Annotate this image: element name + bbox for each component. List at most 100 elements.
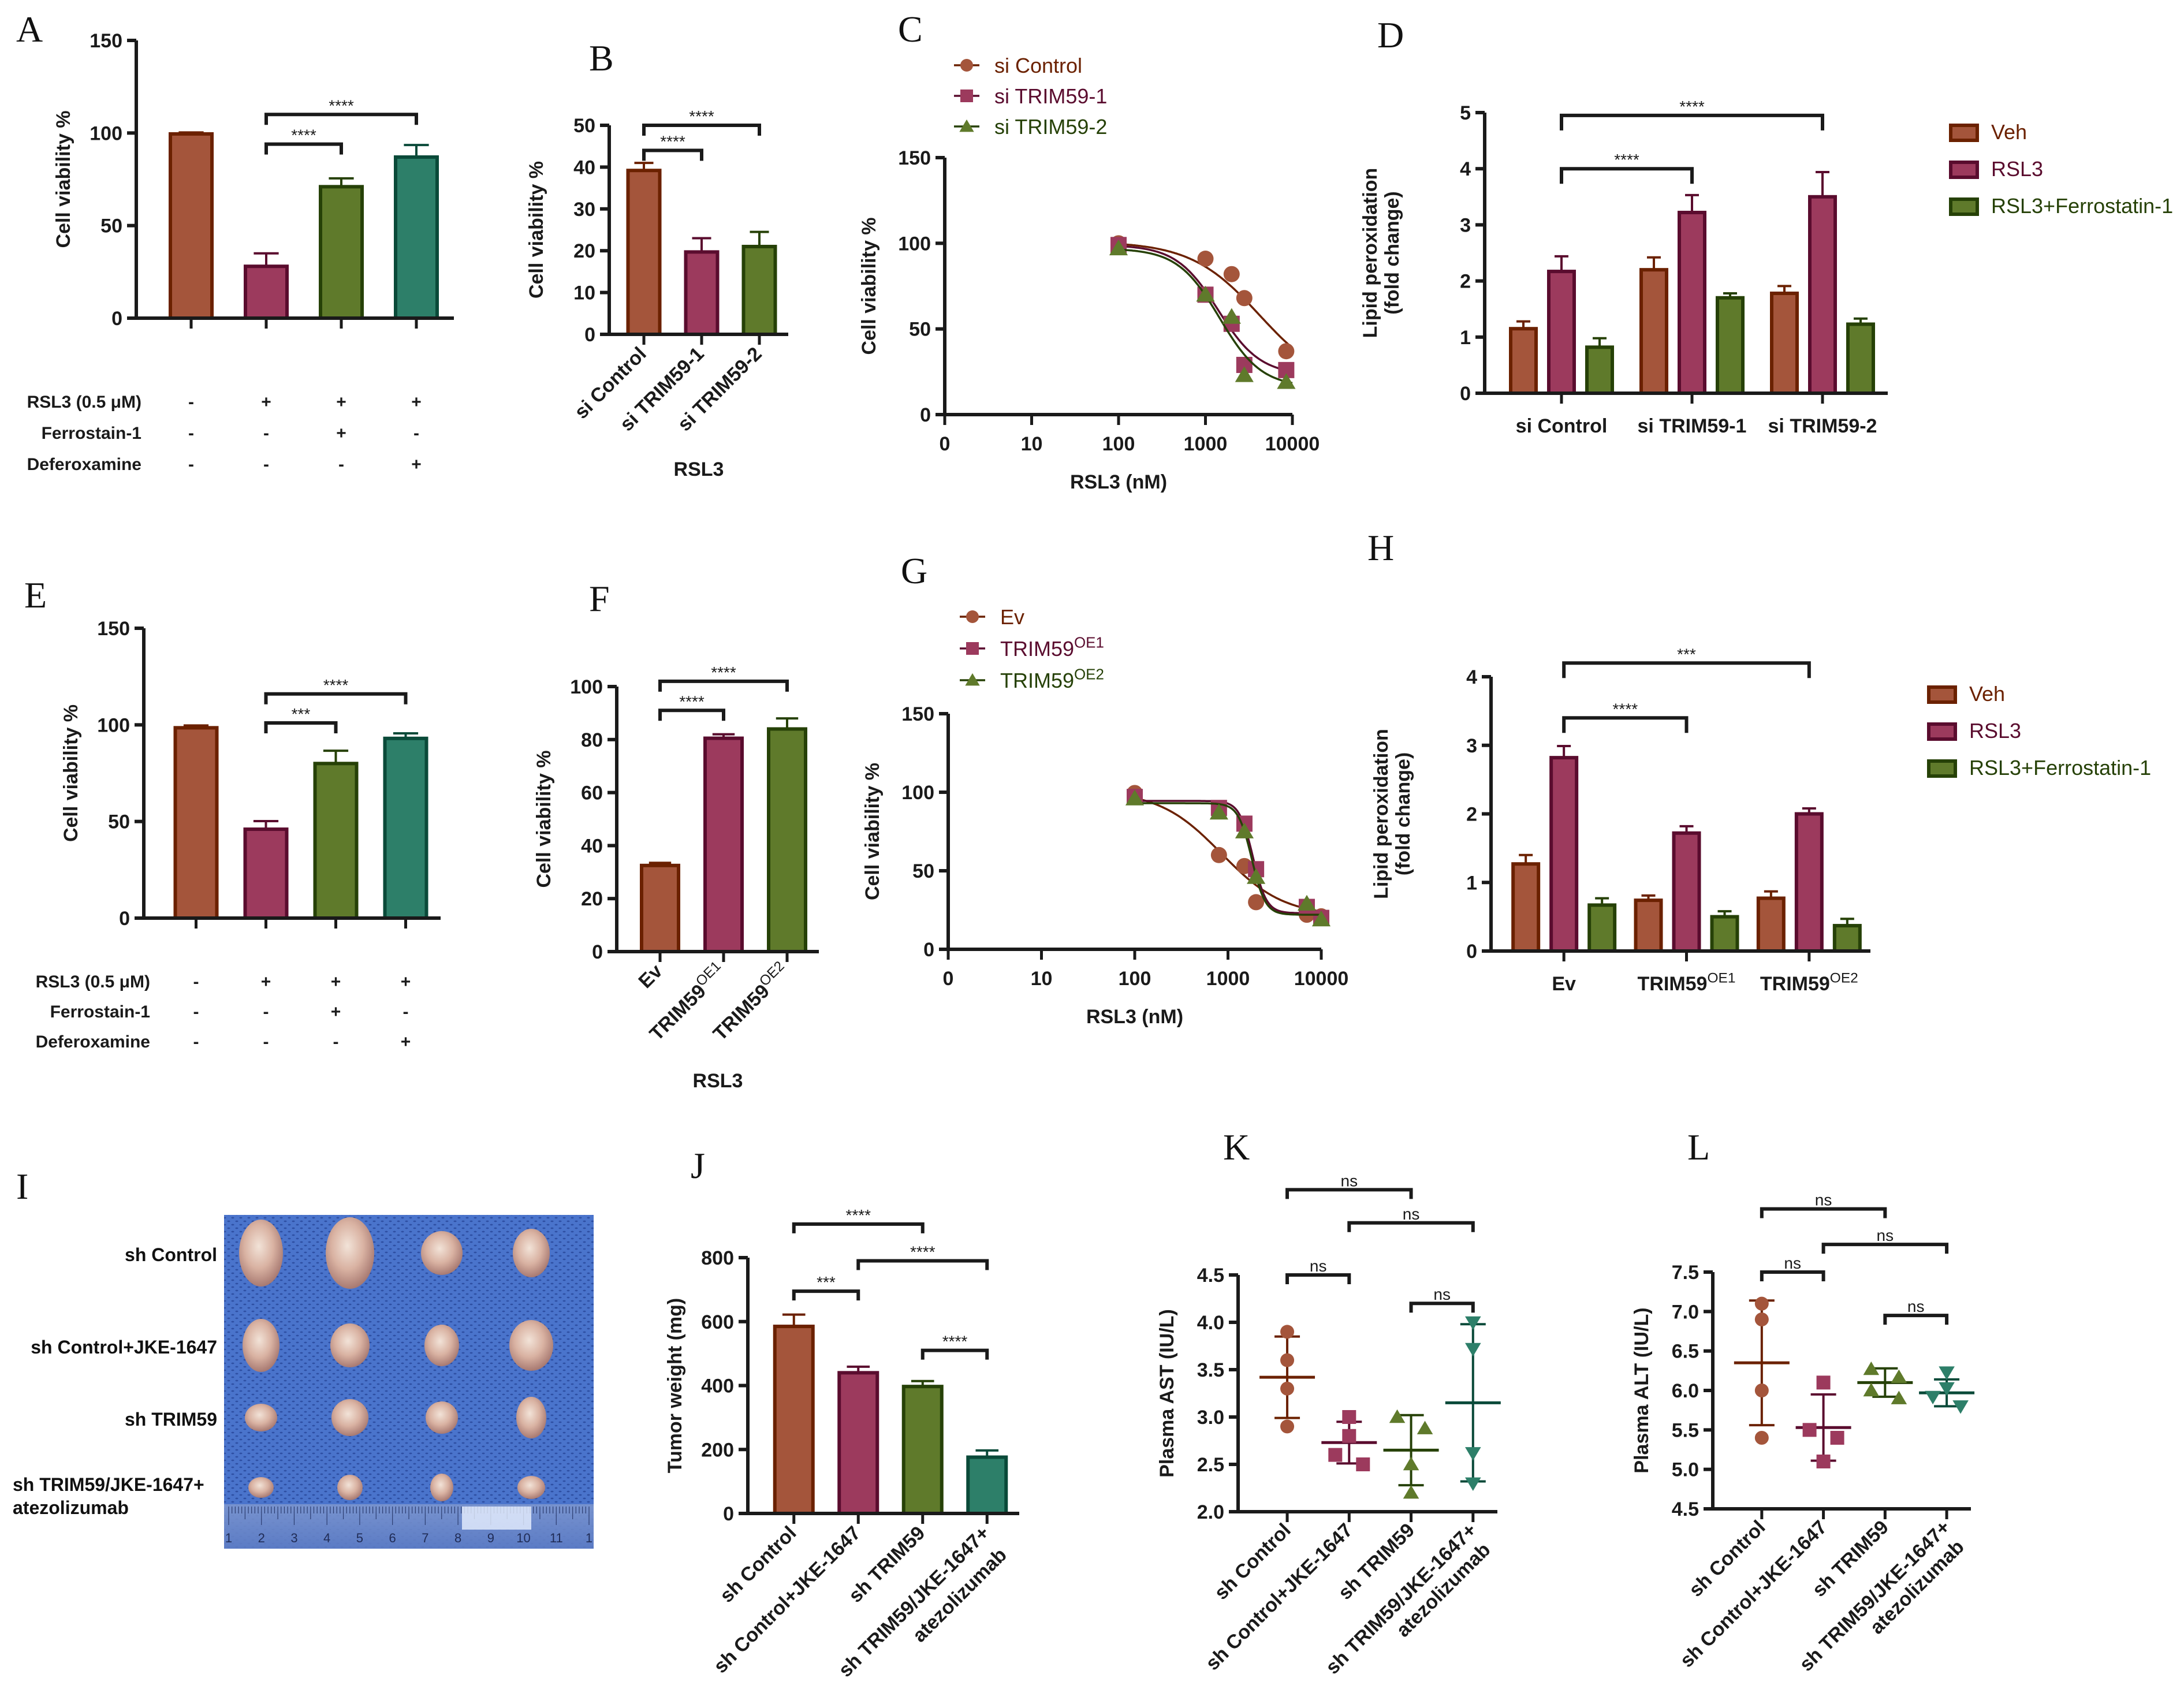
significance-label: ****	[689, 107, 714, 125]
significance-bracket	[1409, 1302, 1475, 1313]
data-point-circle	[1754, 1313, 1769, 1326]
legend-label: si TRIM59-1	[994, 84, 1107, 108]
y-tick-label: 150	[898, 147, 931, 169]
bar	[741, 244, 777, 336]
x-category-label: si TRIM59-1	[1638, 415, 1747, 437]
data-point-circle	[1754, 1431, 1769, 1445]
y-tick-label: 4.5	[1672, 1498, 1699, 1520]
condition-value: +	[336, 393, 346, 412]
significance-bracket	[1821, 1243, 1949, 1254]
y-tick-label: 50	[573, 115, 595, 137]
y-tick-label: 3.0	[1197, 1407, 1224, 1429]
tumor-sample	[509, 1320, 553, 1371]
significance-bracket	[856, 1259, 989, 1270]
bar-veh	[1509, 327, 1538, 395]
data-point-triangle	[1247, 868, 1266, 884]
x-tick-label: 10000	[1294, 968, 1349, 990]
legend-label: Veh	[1969, 682, 2005, 706]
bar-rsl3	[1808, 195, 1837, 395]
x-category-label: TRIM59OE1	[1638, 971, 1736, 995]
ruler-number: 1	[586, 1531, 592, 1545]
ruler-number: 6	[389, 1531, 396, 1545]
tumor-sample	[517, 1476, 545, 1499]
y-tick-label: 4.5	[1197, 1265, 1224, 1287]
y-axis-title: Cell viability %	[60, 704, 82, 842]
y-tick-label: 20	[573, 240, 595, 262]
y-tick-label: 10	[573, 282, 595, 304]
y-tick-label: 200	[701, 1439, 734, 1461]
tumor-sample	[513, 1229, 550, 1277]
y-axis-title: Tumor weight (mg)	[664, 1298, 686, 1473]
y-tick-label: 100	[90, 122, 122, 144]
condition-value: +	[261, 972, 271, 991]
panel-label-B: B	[589, 38, 614, 79]
ruler-number: 2	[258, 1531, 265, 1545]
tumor-sample	[239, 1220, 283, 1287]
significance-label: ****	[323, 676, 349, 694]
bar	[837, 1371, 879, 1516]
significance-label: ****	[845, 1206, 871, 1224]
significance-label: ***	[1677, 645, 1696, 663]
significance-label: ****	[1679, 98, 1705, 115]
legend-label: TRIM59OE2	[1000, 667, 1104, 692]
significance-bracket	[1760, 1207, 1887, 1218]
y-tick-label: 50	[100, 215, 122, 237]
data-point-circle	[1197, 251, 1214, 267]
y-tick-label: 0	[923, 939, 934, 961]
condition-value: -	[263, 1032, 269, 1052]
y-tick-label: 5	[1460, 102, 1471, 124]
y-tick-label: 100	[898, 233, 931, 255]
data-point-triangle	[1417, 1420, 1433, 1434]
bar-rsl3-ferrostatin-1	[1716, 296, 1745, 396]
data-point-square	[1816, 1455, 1831, 1468]
bar	[640, 863, 680, 953]
y-tick-label: 1	[1460, 327, 1471, 349]
legend-swatch	[1927, 759, 1957, 778]
bar-rsl3	[1549, 756, 1579, 953]
data-point-square	[1328, 1448, 1343, 1462]
legend-swatch	[1949, 197, 1979, 216]
x-category-label: Ev	[1552, 973, 1576, 995]
tumor-sample	[337, 1475, 363, 1500]
y-tick-label: 40	[581, 835, 603, 857]
data-point-triangle	[1235, 366, 1254, 382]
y-tick-label: 600	[701, 1311, 734, 1333]
tumor-sample	[426, 1401, 458, 1434]
data-point-circle	[1278, 343, 1295, 360]
data-point-square	[1342, 1410, 1356, 1424]
legend-label: Veh	[1991, 120, 2027, 144]
ruler-number: 9	[487, 1531, 494, 1545]
data-point-triangle	[1109, 239, 1128, 256]
y-tick-label: 2.0	[1197, 1501, 1224, 1523]
panel-label-I: I	[16, 1166, 28, 1207]
y-tick-label: 5.0	[1672, 1459, 1699, 1481]
data-point-circle	[960, 59, 973, 72]
tumor-photo-panel: sh Control sh Control+JKE-1647 sh TRIM59 sh…	[13, 1215, 594, 1549]
y-tick-label: 100	[570, 676, 603, 698]
condition-value: -	[188, 424, 194, 443]
significance-label: ***	[292, 705, 311, 723]
y-axis-title: (fold change)	[1381, 191, 1403, 314]
condition-value: -	[263, 455, 269, 474]
condition-value: +	[331, 972, 341, 991]
x-axis-title: RSL3	[674, 458, 724, 480]
y-tick-label: 0	[119, 908, 130, 930]
significance-label: ns	[1877, 1226, 1894, 1244]
bar-veh	[1770, 291, 1799, 396]
condition-value: -	[193, 1002, 199, 1021]
y-tick-label: 4.0	[1197, 1312, 1224, 1334]
panel-label-D: D	[1377, 14, 1404, 55]
bar-veh	[1756, 896, 1786, 953]
significance-bracket	[1285, 1273, 1351, 1284]
data-point-circle	[1280, 1325, 1295, 1339]
condition-value: +	[331, 1002, 341, 1021]
y-axis-title: Cell viability %	[525, 161, 547, 299]
bar	[243, 827, 289, 920]
panel-label-A: A	[16, 9, 43, 50]
significance-label: ****	[942, 1333, 968, 1351]
